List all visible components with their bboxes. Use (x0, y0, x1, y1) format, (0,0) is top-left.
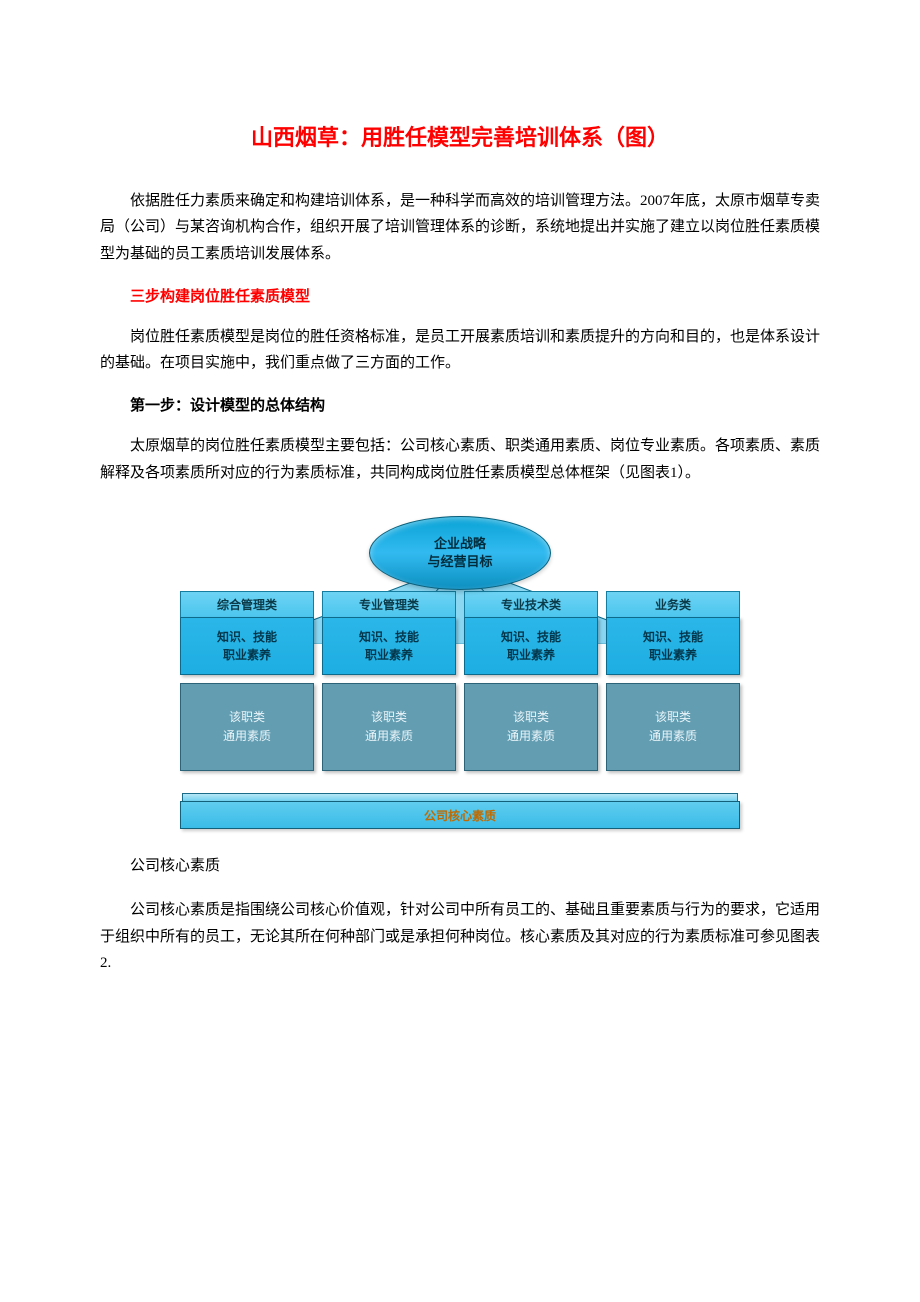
col3-bot-l2: 通用素质 (507, 729, 555, 743)
strategy-oval: 企业战略 与经营目标 (369, 516, 551, 590)
paragraph-3: 太原烟草的岗位胜任素质模型主要包括：公司核心素质、职类通用素质、岗位专业素质。各… (100, 433, 820, 486)
col1-top-l2: 职业素养 (223, 648, 271, 662)
base-bar: 公司核心素质 (180, 793, 740, 823)
col2-top-l2: 职业素养 (365, 648, 413, 662)
paragraph-4: 公司核心素质是指围绕公司核心价值观，针对公司中所有员工的、基础且重要素质与行为的… (100, 897, 820, 976)
document-title: 山西烟草：用胜任模型完善培训体系（图） (100, 120, 820, 152)
column-4: 业务类 知识、技能 职业素养 该职类 通用素质 (606, 591, 740, 771)
col2-top: 知识、技能 职业素养 (322, 617, 456, 675)
oval-label: 企业战略 与经营目标 (427, 535, 492, 571)
col4-bot-l2: 通用素质 (649, 729, 697, 743)
col2-bot-l1: 该职类 (371, 710, 407, 724)
col3-top: 知识、技能 职业素养 (464, 617, 598, 675)
step1-heading: 第一步：设计模型的总体结构 (100, 394, 820, 415)
col3-bot-l1: 该职类 (513, 710, 549, 724)
column-2: 专业管理类 知识、技能 职业素养 该职类 通用素质 (322, 591, 456, 771)
subheading-core: 公司核心素质 (100, 853, 820, 879)
col1-top: 知识、技能 职业素养 (180, 617, 314, 675)
col4-bot-l1: 该职类 (655, 710, 691, 724)
col1-bot-l2: 通用素质 (223, 729, 271, 743)
diagram-columns: 综合管理类 知识、技能 职业素养 该职类 通用素质 专业管理类 知识、技能 职业… (180, 591, 740, 771)
col2-bottom: 该职类 通用素质 (322, 683, 456, 771)
column-1: 综合管理类 知识、技能 职业素养 该职类 通用素质 (180, 591, 314, 771)
diagram-oval-wrap: 企业战略 与经营目标 (180, 516, 740, 595)
base-bar-front: 公司核心素质 (180, 801, 740, 829)
oval-line1: 企业战略 (434, 536, 486, 551)
col3-top-l2: 职业素养 (507, 648, 555, 662)
competency-model-diagram: 企业战略 与经营目标 综合管理类 知识、技能 职业素养 该职类 通用素 (180, 516, 740, 823)
col2-top-l1: 知识、技能 (359, 630, 419, 644)
col4-top-l1: 知识、技能 (643, 630, 703, 644)
oval-line2: 与经营目标 (427, 554, 492, 569)
paragraph-2: 岗位胜任素质模型是岗位的胜任资格标准，是员工开展素质培训和素质提升的方向和目的，… (100, 324, 820, 377)
col4-top: 知识、技能 职业素养 (606, 617, 740, 675)
paragraph-intro: 依据胜任力素质来确定和构建培训体系，是一种科学而高效的培训管理方法。2007年底… (100, 188, 820, 267)
column-3: 专业技术类 知识、技能 职业素养 该职类 通用素质 (464, 591, 598, 771)
col4-top-l2: 职业素养 (649, 648, 697, 662)
col1-bot-l1: 该职类 (229, 710, 265, 724)
col1-bottom: 该职类 通用素质 (180, 683, 314, 771)
section-heading-red: 三步构建岗位胜任素质模型 (100, 285, 820, 306)
page: 山西烟草：用胜任模型完善培训体系（图） 依据胜任力素质来确定和构建培训体系，是一… (0, 0, 920, 1074)
col2-bot-l2: 通用素质 (365, 729, 413, 743)
col1-top-l1: 知识、技能 (217, 630, 277, 644)
col4-bottom: 该职类 通用素质 (606, 683, 740, 771)
base-bar-label: 公司核心素质 (424, 807, 496, 824)
col3-top-l1: 知识、技能 (501, 630, 561, 644)
col3-bottom: 该职类 通用素质 (464, 683, 598, 771)
